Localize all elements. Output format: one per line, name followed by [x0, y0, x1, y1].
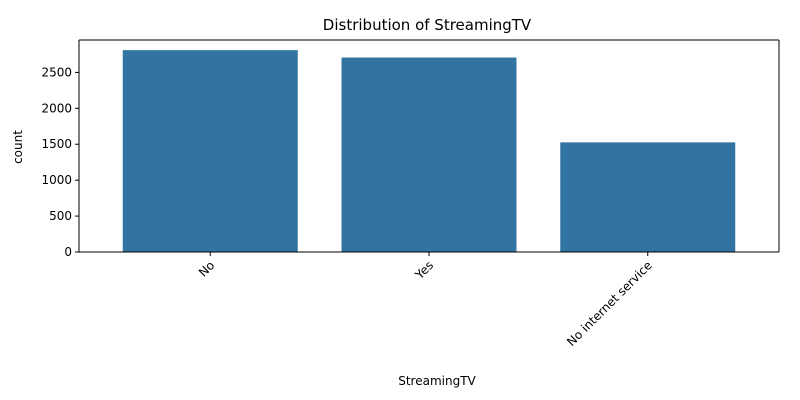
y-tick-label: 0 [64, 245, 72, 259]
bar-no [122, 50, 298, 252]
bars-group [122, 50, 736, 252]
chart-title: Distribution of StreamingTV [323, 16, 532, 34]
y-axis-ticks: 0 500 1000 1500 2000 2500 [41, 65, 79, 259]
x-axis-ticks: No Yes No internet service [196, 252, 655, 349]
y-tick-label: 1500 [41, 137, 72, 151]
y-tick-label: 2000 [41, 101, 72, 115]
x-tick-label: Yes [412, 258, 436, 282]
y-axis-label: count [11, 130, 25, 164]
x-axis-label: StreamingTV [398, 374, 476, 388]
bar-yes [341, 57, 517, 252]
y-tick-label: 500 [49, 209, 72, 223]
x-tick-label: No [196, 258, 217, 279]
bar-no-internet-service [560, 142, 736, 252]
y-tick-label: 2500 [41, 65, 72, 79]
y-tick-label: 1000 [41, 173, 72, 187]
x-tick-label: No internet service [564, 258, 655, 349]
